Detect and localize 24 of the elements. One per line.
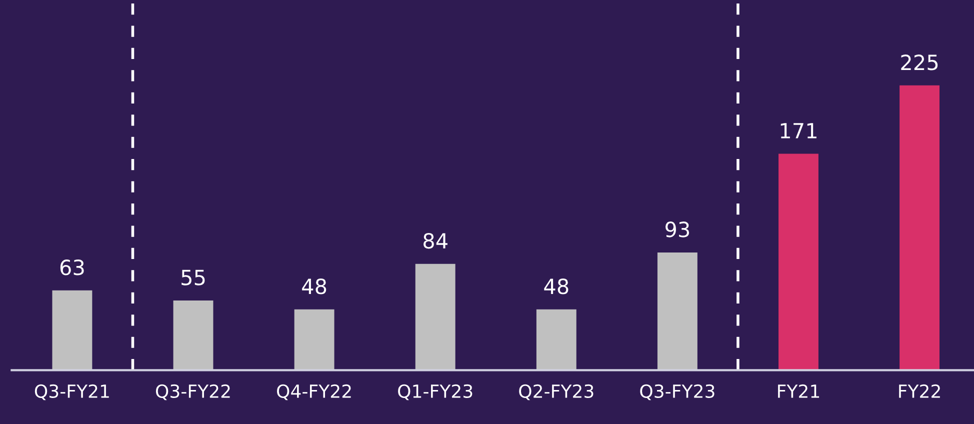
data-label: 48 (544, 278, 568, 294)
x-tick-label: Q3-FY23 (640, 384, 714, 400)
x-tick-label: FY21 (778, 384, 820, 398)
bar (294, 309, 334, 370)
data-label: 63 (60, 260, 84, 276)
bar (173, 300, 214, 370)
x-tick-label: Q3-FY22 (156, 384, 230, 400)
bar (52, 290, 92, 370)
x-tick-label: Q4-FY22 (277, 384, 351, 400)
data-label: 171 (780, 123, 816, 138)
bar (657, 252, 698, 370)
data-label: 225 (901, 54, 938, 70)
x-tick-label: Q3-FY21 (34, 384, 109, 400)
x-tick-label: Q1-FY23 (398, 384, 472, 400)
x-tick-label: Q2-FY23 (519, 384, 594, 400)
data-label: 48 (302, 278, 326, 294)
bar (778, 154, 818, 370)
data-label: 93 (665, 222, 690, 238)
data-label: 55 (182, 270, 205, 286)
bar (415, 264, 456, 370)
x-tick-label: FY22 (899, 384, 940, 398)
bar (536, 309, 576, 370)
bar (900, 85, 940, 370)
data-label: 84 (424, 232, 448, 249)
